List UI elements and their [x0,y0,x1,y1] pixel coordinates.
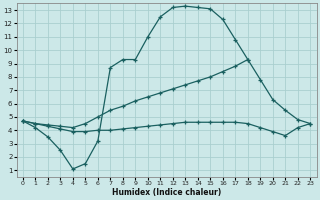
X-axis label: Humidex (Indice chaleur): Humidex (Indice chaleur) [112,188,221,197]
